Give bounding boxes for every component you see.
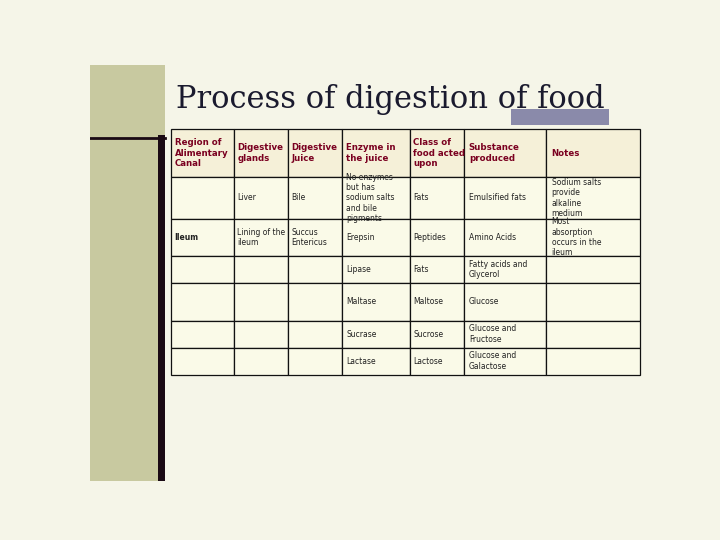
Text: Fatty acids and
Glycerol: Fatty acids and Glycerol (469, 260, 527, 279)
Text: Fats: Fats (413, 193, 428, 202)
FancyBboxPatch shape (234, 256, 288, 283)
FancyBboxPatch shape (234, 177, 288, 219)
FancyBboxPatch shape (410, 321, 464, 348)
Text: Lipase: Lipase (346, 265, 371, 274)
FancyBboxPatch shape (171, 348, 234, 375)
Text: Sucrose: Sucrose (413, 329, 444, 339)
Text: Bile: Bile (292, 193, 305, 202)
Text: Glucose: Glucose (469, 298, 499, 306)
Text: Fats: Fats (413, 265, 428, 274)
FancyBboxPatch shape (234, 219, 288, 256)
FancyBboxPatch shape (410, 283, 464, 321)
FancyBboxPatch shape (464, 283, 546, 321)
Text: Enzyme in
the juice: Enzyme in the juice (346, 143, 395, 163)
Text: Erepsin: Erepsin (346, 233, 374, 242)
FancyBboxPatch shape (546, 256, 639, 283)
Text: Maltase: Maltase (346, 298, 376, 306)
FancyBboxPatch shape (288, 321, 342, 348)
FancyBboxPatch shape (410, 129, 464, 177)
FancyBboxPatch shape (464, 321, 546, 348)
FancyBboxPatch shape (171, 129, 234, 177)
FancyBboxPatch shape (410, 348, 464, 375)
Text: Amino Acids: Amino Acids (469, 233, 516, 242)
FancyBboxPatch shape (342, 348, 410, 375)
Text: Class of
food acted
upon: Class of food acted upon (413, 138, 465, 168)
FancyBboxPatch shape (464, 256, 546, 283)
FancyBboxPatch shape (511, 109, 609, 125)
FancyBboxPatch shape (410, 256, 464, 283)
FancyBboxPatch shape (288, 129, 342, 177)
FancyBboxPatch shape (288, 348, 342, 375)
Text: Digestive
Juice: Digestive Juice (292, 143, 338, 163)
Text: Substance
produced: Substance produced (469, 143, 520, 163)
Text: Lactase: Lactase (346, 356, 376, 366)
FancyBboxPatch shape (288, 219, 342, 256)
FancyBboxPatch shape (410, 177, 464, 219)
Text: Region of
Alimentary
Canal: Region of Alimentary Canal (175, 138, 228, 168)
FancyBboxPatch shape (342, 177, 410, 219)
FancyBboxPatch shape (546, 129, 639, 177)
Text: Maltose: Maltose (413, 298, 444, 306)
FancyBboxPatch shape (342, 129, 410, 177)
FancyBboxPatch shape (171, 219, 234, 256)
Text: Liver: Liver (238, 193, 256, 202)
Text: Sodium salts
provide
alkaline
medium: Sodium salts provide alkaline medium (552, 178, 600, 218)
FancyBboxPatch shape (342, 321, 410, 348)
Text: Sucrase: Sucrase (346, 329, 377, 339)
Text: Succus
Entericus: Succus Entericus (292, 228, 327, 247)
FancyBboxPatch shape (464, 177, 546, 219)
FancyBboxPatch shape (342, 219, 410, 256)
FancyBboxPatch shape (171, 283, 234, 321)
FancyBboxPatch shape (234, 283, 288, 321)
FancyBboxPatch shape (234, 348, 288, 375)
FancyBboxPatch shape (546, 321, 639, 348)
FancyBboxPatch shape (158, 136, 166, 481)
FancyBboxPatch shape (342, 283, 410, 321)
FancyBboxPatch shape (546, 283, 639, 321)
Text: Notes: Notes (552, 148, 580, 158)
FancyBboxPatch shape (288, 283, 342, 321)
FancyBboxPatch shape (234, 321, 288, 348)
Text: Emulsified fats: Emulsified fats (469, 193, 526, 202)
FancyBboxPatch shape (464, 219, 546, 256)
Text: No enzymes
but has
sodium salts
and bile
pigments: No enzymes but has sodium salts and bile… (346, 173, 395, 223)
FancyBboxPatch shape (90, 65, 166, 481)
FancyBboxPatch shape (546, 219, 639, 256)
FancyBboxPatch shape (171, 177, 234, 219)
FancyBboxPatch shape (171, 256, 234, 283)
Text: Glucose and
Galactose: Glucose and Galactose (469, 352, 516, 371)
Text: Peptides: Peptides (413, 233, 446, 242)
FancyBboxPatch shape (171, 321, 234, 348)
FancyBboxPatch shape (464, 348, 546, 375)
FancyBboxPatch shape (546, 177, 639, 219)
FancyBboxPatch shape (234, 129, 288, 177)
FancyBboxPatch shape (546, 348, 639, 375)
Text: Glucose and
Fructose: Glucose and Fructose (469, 325, 516, 344)
FancyBboxPatch shape (288, 177, 342, 219)
Text: Ileum: Ileum (175, 233, 199, 242)
FancyBboxPatch shape (342, 256, 410, 283)
FancyBboxPatch shape (410, 219, 464, 256)
FancyBboxPatch shape (288, 256, 342, 283)
Text: Process of digestion of food: Process of digestion of food (176, 84, 605, 114)
Text: Lining of the
ileum: Lining of the ileum (238, 228, 286, 247)
Text: Lactose: Lactose (413, 356, 443, 366)
Text: Most
absorption
occurs in the
ileum: Most absorption occurs in the ileum (552, 217, 601, 258)
Text: Digestive
glands: Digestive glands (238, 143, 284, 163)
FancyBboxPatch shape (464, 129, 546, 177)
